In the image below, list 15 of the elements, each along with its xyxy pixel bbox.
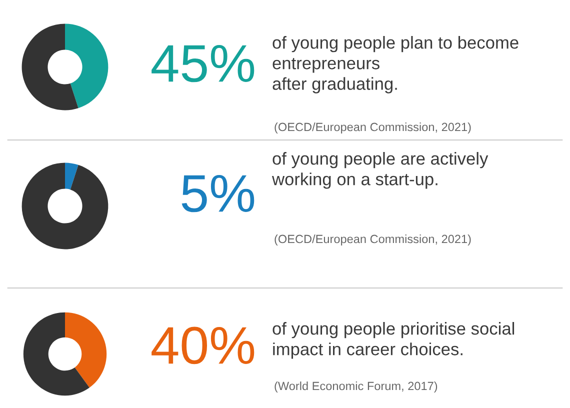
- donut-slice: [22, 162, 108, 250]
- text: of young people prioritise social impact in career choices.: [272, 322, 514, 359]
- text: 5%: [182, 175, 254, 212]
- chart-title: 45%: [152, 45, 254, 82]
- text: (OECD/European Commission, 2021): [274, 122, 471, 134]
- donut-slice: [23, 312, 90, 396]
- donut-slice: [65, 24, 108, 108]
- text: of young people are actively working on a start-up.: [272, 152, 488, 189]
- donut-slice: [65, 312, 107, 388]
- text: (World Economic Forum, 2017): [274, 381, 438, 392]
- text: (OECD/European Commission, 2021): [274, 234, 471, 246]
- donut-slice: [22, 24, 78, 110]
- donut-slice: [65, 162, 78, 190]
- text: of young people plan to become entrepreneurs after graduating.: [272, 36, 518, 94]
- chart-title: 40%: [152, 326, 254, 364]
